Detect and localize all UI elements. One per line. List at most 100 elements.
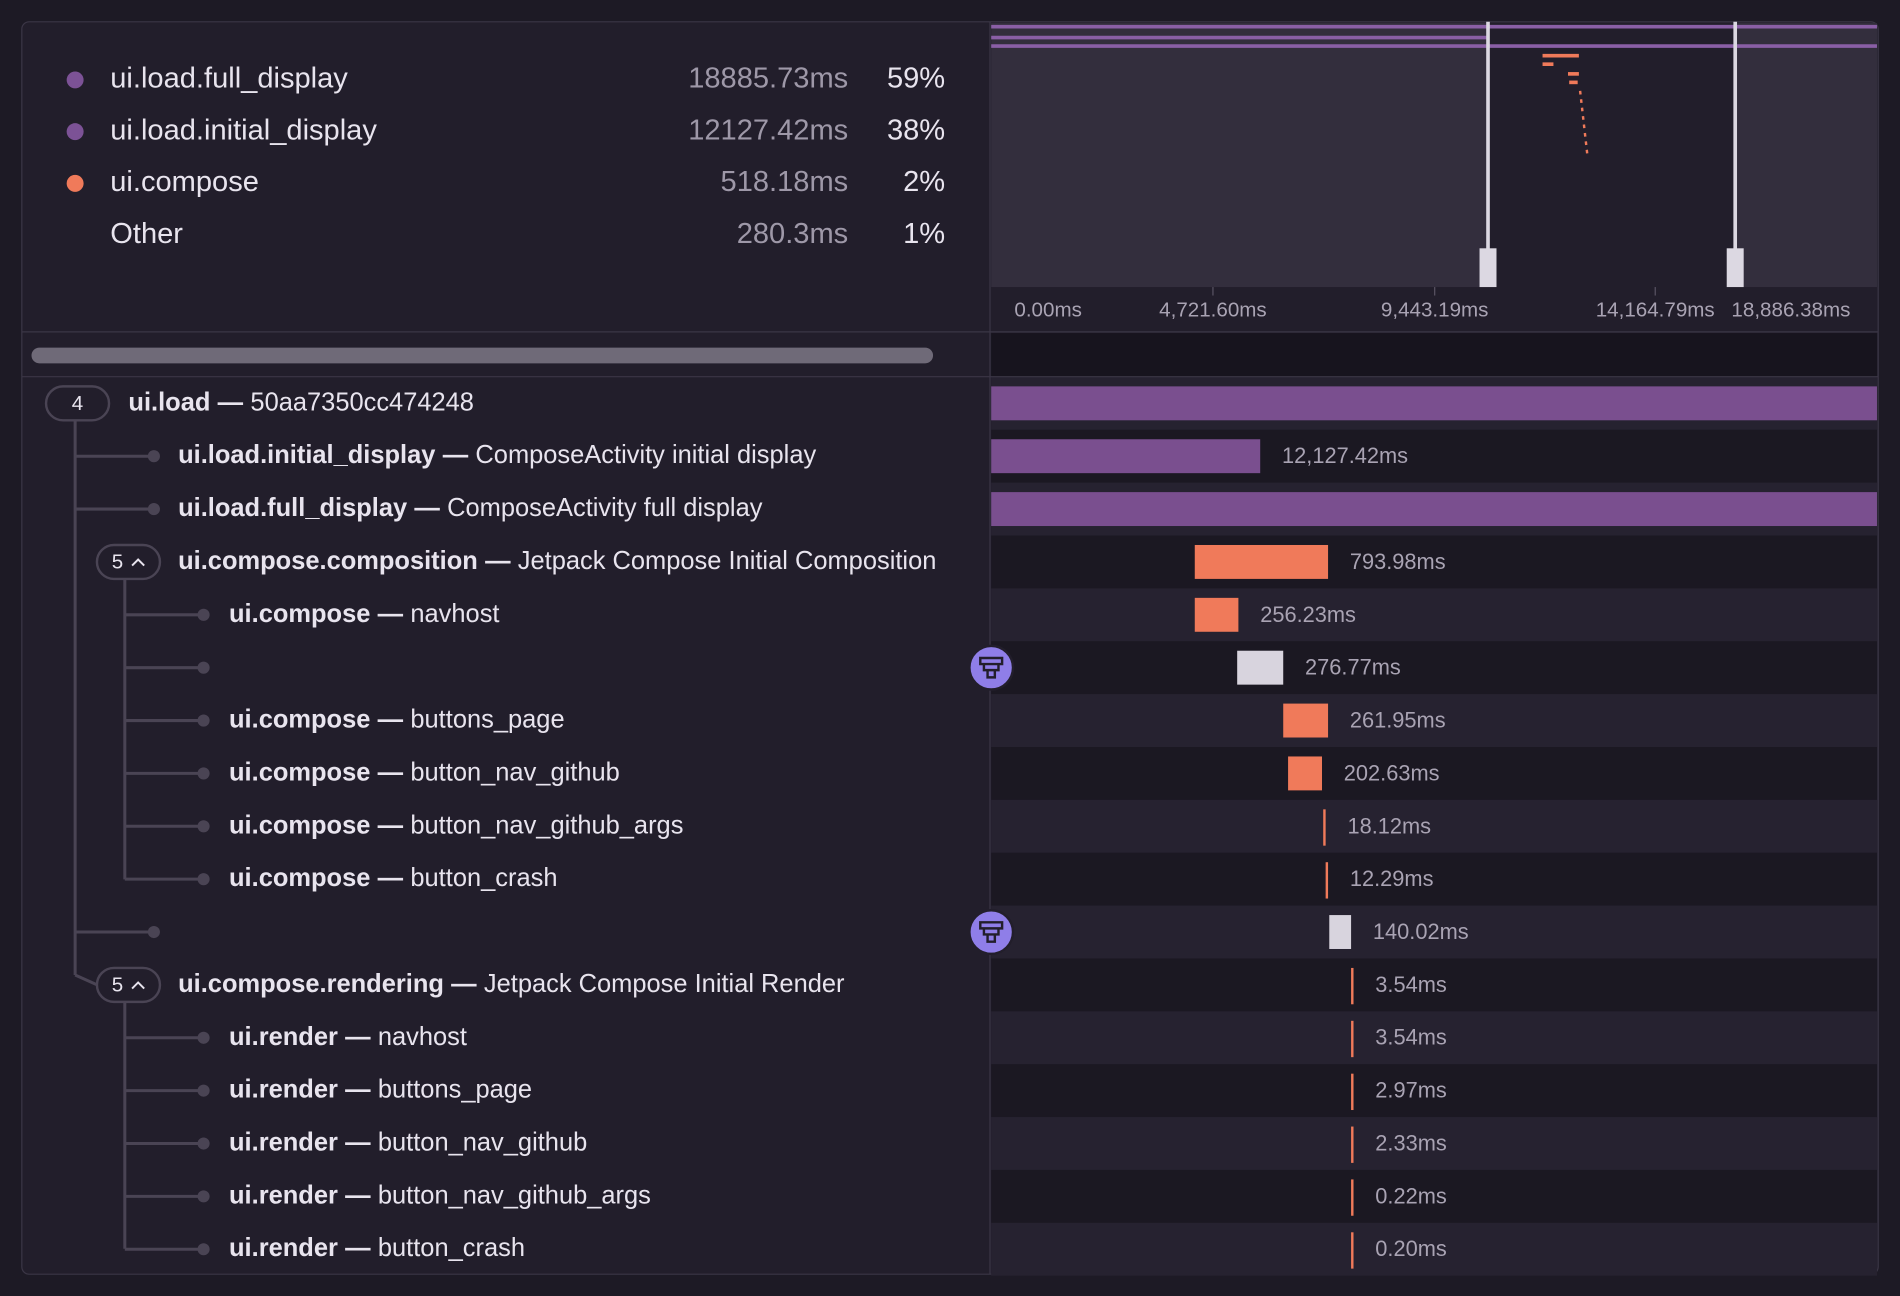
span-separator: —	[345, 1181, 371, 1209]
tick-label: 18,886.38ms	[1731, 299, 1850, 322]
span-bar[interactable]	[1194, 597, 1239, 632]
span-label[interactable]: ui.load.full_display — ComposeActivity ful…	[178, 494, 763, 522]
span-separator: —	[345, 1234, 371, 1262]
span-label[interactable]: ui.compose — button_nav_github_args	[229, 811, 683, 839]
scrollbar[interactable]	[31, 347, 934, 364]
span-bar[interactable]	[991, 492, 1877, 527]
span-duration: 793.98ms	[1350, 549, 1446, 574]
row-band	[991, 1117, 1877, 1170]
span-label[interactable]: ui.load —50aa7350cc474248	[128, 388, 474, 416]
tree-connector	[74, 973, 98, 987]
span-op: ui.compose	[229, 811, 370, 839]
span-bar[interactable]	[1288, 756, 1323, 791]
span-bar[interactable]	[1351, 1232, 1354, 1269]
tree-dot	[147, 450, 160, 463]
span-description: button_crash	[410, 864, 557, 892]
span-op: ui.render	[229, 1022, 338, 1050]
summary-duration: 12127.42ms	[688, 114, 848, 146]
span-separator: —	[378, 600, 404, 628]
tree-dot	[197, 1031, 210, 1044]
span-bar[interactable]	[991, 386, 1877, 421]
child-count-badge[interactable]	[95, 966, 162, 1004]
minimap	[991, 23, 1877, 288]
span-bar[interactable]	[1325, 862, 1329, 899]
span-duration: 261.95ms	[1350, 708, 1446, 733]
missing-instrumentation-icon[interactable]	[968, 909, 1015, 956]
span-separator: —	[345, 1075, 371, 1103]
missing-instrumentation-icon[interactable]	[968, 644, 1015, 691]
row-band	[991, 1064, 1877, 1118]
window-handle[interactable]	[1479, 248, 1497, 288]
icon-glyph	[979, 921, 1004, 943]
minimap-right	[1488, 23, 1736, 288]
span-bar[interactable]	[1194, 544, 1329, 579]
span-bar[interactable]	[1351, 1073, 1354, 1111]
span-description: ComposeActivity full display	[447, 494, 763, 522]
span-op: ui.load.initial_display	[178, 441, 436, 469]
span-description: button_nav_github	[410, 758, 619, 786]
tree-dot	[197, 661, 210, 674]
tree-dot	[197, 1084, 210, 1097]
scroll-row	[991, 333, 1877, 377]
row-band	[991, 852, 1877, 906]
span-label[interactable]: ui.load.initial_display — ComposeActivity …	[178, 441, 816, 469]
tree-dot	[197, 1137, 210, 1150]
span-duration: 3.54ms	[1375, 972, 1447, 997]
span-bar[interactable]	[1351, 1126, 1354, 1163]
tree-dot	[197, 1243, 210, 1256]
span-separator: —	[378, 705, 404, 733]
span-label[interactable]: ui.render — navhost	[229, 1022, 467, 1050]
row-band	[991, 905, 1877, 959]
span-description: button_crash	[378, 1234, 525, 1262]
span-op: ui.compose	[229, 864, 370, 892]
span-duration: 140.02ms	[1373, 919, 1469, 944]
summary-percent: 38%	[887, 114, 945, 146]
span-description: button_nav_github	[378, 1128, 587, 1156]
collapse-caret	[131, 981, 145, 990]
tree-dot	[197, 873, 210, 886]
span-bar[interactable]	[1351, 1020, 1354, 1058]
child-count-badge[interactable]	[95, 543, 162, 581]
span-description: ComposeActivity initial display	[475, 441, 816, 469]
child-count-badge[interactable]	[44, 385, 111, 422]
window-handle[interactable]	[1726, 248, 1744, 288]
row-band	[991, 1222, 1877, 1276]
span-label[interactable]: ui.compose.rendering — Jetpack Compose Ini…	[178, 970, 845, 998]
span-separator: —	[345, 1128, 371, 1156]
row-band	[991, 958, 1877, 1012]
span-label[interactable]: ui.render — button_nav_github	[229, 1128, 587, 1156]
span-label[interactable]: ui.compose — buttons_page	[229, 705, 565, 733]
tick-label: 0.00ms	[1014, 299, 1081, 322]
child-count: 5	[112, 974, 123, 997]
span-label[interactable]: ui.render — button_nav_github_args	[229, 1181, 651, 1209]
span-bar[interactable]	[1329, 915, 1352, 949]
span-description: navhost	[378, 1022, 467, 1050]
span-label[interactable]: ui.compose — navhost	[229, 600, 499, 628]
span-separator: —	[378, 811, 404, 839]
span-op: ui.render	[229, 1234, 338, 1262]
span-label[interactable]: ui.render — button_crash	[229, 1234, 525, 1262]
span-label[interactable]: ui.render — buttons_page	[229, 1075, 532, 1103]
span-bar[interactable]	[1283, 703, 1329, 738]
span-bar[interactable]	[1351, 1179, 1354, 1216]
span-separator: —	[218, 388, 244, 416]
span-bar[interactable]	[1351, 967, 1354, 1005]
span-bar[interactable]	[1237, 650, 1284, 685]
span-label[interactable]: ui.compose.composition — Jetpack Compose I…	[178, 547, 936, 575]
summary-duration: 18885.73ms	[688, 63, 848, 95]
span-duration: 256.23ms	[1260, 602, 1356, 627]
span-label[interactable]: ui.compose — button_crash	[229, 864, 557, 892]
span-description: buttons_page	[410, 705, 564, 733]
row-band	[991, 1169, 1877, 1223]
span-bar[interactable]	[991, 439, 1261, 474]
span-duration: 2.33ms	[1375, 1130, 1447, 1155]
summary-name: ui.compose	[110, 166, 259, 198]
child-count: 4	[72, 392, 83, 415]
row-band	[991, 1011, 1877, 1065]
tree-dot	[147, 503, 160, 516]
span-op: ui.compose	[229, 600, 370, 628]
span-label[interactable]: ui.compose — button_nav_github	[229, 758, 620, 786]
span-bar[interactable]	[1323, 809, 1326, 846]
